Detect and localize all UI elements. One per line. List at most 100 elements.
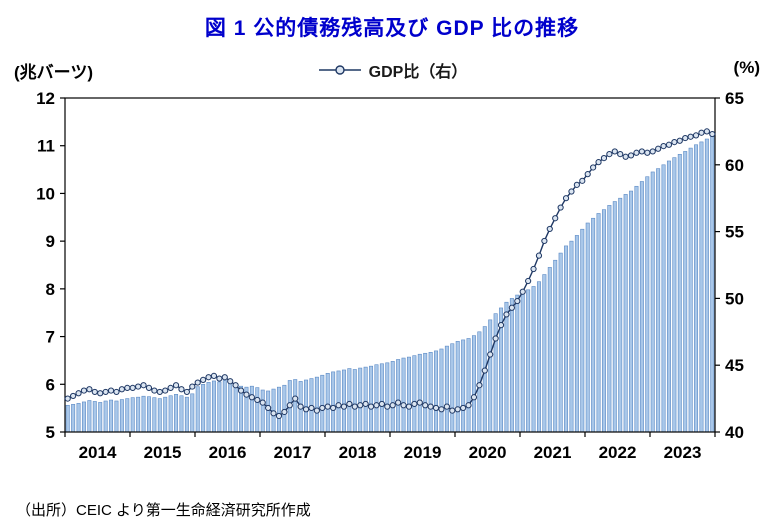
debt-bar — [184, 396, 189, 433]
gdp-ratio-marker — [416, 399, 423, 406]
gdp-ratio-marker — [308, 404, 315, 412]
debt-bar — [531, 286, 536, 433]
debt-bar — [103, 400, 108, 433]
debt-bar — [320, 374, 325, 433]
gdp-ratio-marker — [118, 386, 125, 393]
gdp-ratio-marker — [227, 378, 234, 385]
right-axis-tick-label: 65 — [725, 89, 744, 108]
debt-bar — [428, 352, 433, 433]
debt-gdp-chart: 5 6 7 8 9 10 11 12 40 45 50 55 60 65 2014 2015 2016 2017 2… — [36, 89, 744, 462]
debt-bar — [580, 228, 585, 433]
debt-bar — [396, 359, 401, 433]
gdp-ratio-marker — [330, 404, 337, 412]
gdp-ratio-marker — [237, 387, 245, 394]
debt-bar — [119, 399, 124, 433]
debt-bar — [109, 399, 114, 433]
debt-bar — [163, 396, 168, 433]
gdp-ratio-marker — [411, 400, 418, 408]
gdp-ratio-marker — [340, 403, 348, 410]
gdp-ratio-marker — [698, 129, 705, 136]
gdp-ratio-marker — [346, 400, 353, 408]
gdp-ratio-marker — [389, 402, 396, 409]
debt-bar — [520, 292, 525, 433]
debt-bar — [639, 181, 644, 433]
right-axis-tick-label: 55 — [725, 223, 744, 242]
gdp-ratio-marker — [210, 372, 218, 379]
debt-bar — [222, 380, 227, 433]
debt-bar — [179, 395, 184, 433]
debt-bar — [645, 176, 650, 433]
gdp-ratio-marker — [178, 386, 185, 393]
gdp-ratio-marker — [270, 410, 277, 417]
gdp-ratio-marker — [573, 181, 580, 188]
debt-bar — [515, 294, 520, 433]
gdp-ratio-marker — [373, 402, 380, 409]
debt-bar — [542, 274, 547, 433]
x-axis-year-label: 2019 — [404, 443, 442, 462]
gdp-ratio-marker — [378, 400, 385, 408]
gdp-ratio-marker — [692, 132, 700, 139]
debt-bar — [710, 135, 715, 433]
left-axis-tick-label: 12 — [36, 89, 55, 108]
gdp-ratio-marker — [660, 143, 667, 150]
gdp-ratio-marker — [129, 384, 136, 392]
gdp-ratio-marker — [200, 376, 207, 383]
x-axis-year-label: 2016 — [209, 443, 247, 462]
debt-bar — [249, 385, 254, 433]
gdp-ratio-marker — [422, 402, 429, 409]
debt-bar — [612, 201, 617, 433]
gdp-ratio-marker — [124, 384, 131, 392]
debt-bar — [601, 209, 606, 433]
debt-bar — [553, 259, 558, 433]
debt-bar — [423, 352, 428, 433]
debt-bar — [92, 401, 97, 433]
gdp-ratio-marker — [579, 177, 586, 184]
gdp-ratio-marker — [460, 404, 467, 412]
debt-bar — [666, 160, 671, 433]
debt-bar — [439, 348, 444, 433]
gdp-ratio-marker — [205, 374, 212, 381]
gdp-ratio-marker — [470, 394, 478, 401]
left-axis-unit-label: (兆バーツ) — [14, 63, 93, 82]
gdp-ratio-marker — [156, 388, 163, 396]
debt-bar — [228, 383, 233, 433]
gdp-ratio-marker — [655, 145, 662, 152]
right-axis-tick-label: 60 — [725, 156, 744, 175]
gdp-ratio-marker — [151, 387, 158, 394]
gdp-ratio-marker — [107, 387, 115, 394]
left-axis-tick-label: 10 — [36, 184, 55, 203]
debt-bar — [650, 171, 655, 433]
debt-bar — [174, 394, 179, 433]
x-axis-year-label: 2018 — [339, 443, 377, 462]
debt-bar — [482, 326, 487, 433]
debt-bar — [304, 379, 309, 433]
left-axis-tick-label: 8 — [46, 280, 55, 299]
gdp-ratio-marker — [265, 404, 272, 412]
gdp-ratio-marker — [508, 304, 515, 311]
debt-bar — [363, 366, 368, 433]
debt-bar — [623, 194, 628, 433]
debt-bar — [547, 267, 552, 433]
x-axis-year-label: 2023 — [664, 443, 702, 462]
gdp-ratio-marker — [167, 384, 174, 392]
debt-bar — [276, 386, 281, 433]
gdp-ratio-marker — [476, 382, 483, 389]
gdp-ratio-marker — [709, 130, 716, 138]
debt-bar — [688, 147, 693, 433]
gdp-ratio-marker — [557, 204, 564, 211]
debt-bar — [146, 396, 151, 433]
gdp-ratio-marker — [319, 404, 326, 412]
gdp-ratio-marker — [525, 277, 532, 285]
debt-bar — [374, 364, 379, 433]
gdp-ratio-marker — [600, 155, 608, 162]
gdp-ratio-marker — [91, 388, 98, 396]
debt-bar — [157, 398, 162, 433]
debt-bar — [336, 370, 341, 433]
gdp-ratio-marker — [292, 395, 299, 402]
debt-bar — [358, 367, 363, 433]
debt-bar — [325, 373, 330, 433]
debt-bar — [98, 402, 103, 433]
x-axis-year-label: 2020 — [469, 443, 507, 462]
debt-bar — [450, 343, 455, 433]
debt-bar — [341, 369, 346, 433]
